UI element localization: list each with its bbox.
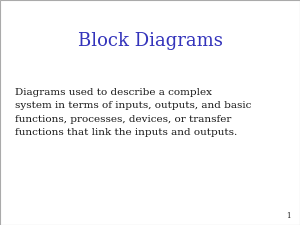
Text: Block Diagrams: Block Diagrams [78,32,222,50]
Text: 1: 1 [286,212,291,220]
Text: Diagrams used to describe a complex
system in terms of inputs, outputs, and basi: Diagrams used to describe a complex syst… [15,88,251,137]
